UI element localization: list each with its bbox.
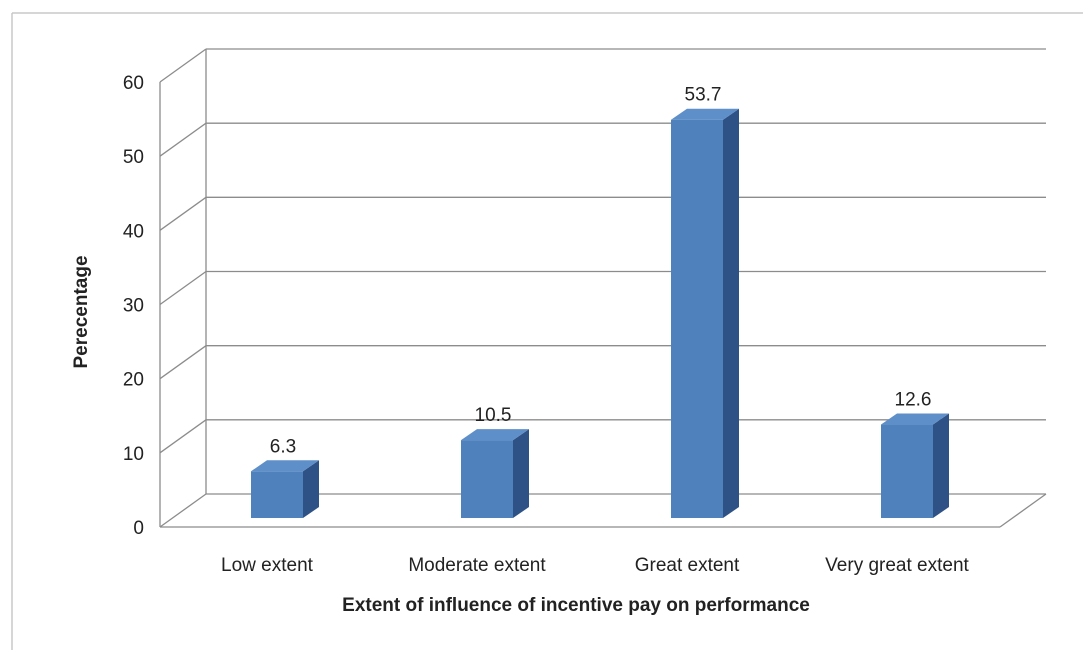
gridline-side-60 [159,48,207,83]
data-label-0: 6.3 [270,436,296,457]
bar-side-3 [933,413,949,518]
x-tick-labels: Low extent Moderate extent Great extent Ver… [221,555,969,576]
data-label-1: 10.5 [475,405,512,426]
gridline-side-50 [159,122,207,157]
bar-top-2 [671,108,739,120]
bar-3 [881,424,933,518]
bar-top-3 [881,413,949,425]
gridline-side-10 [159,419,207,454]
data-label-3: 12.6 [895,390,932,411]
bar-0 [251,471,303,518]
bar-top-1 [461,429,529,441]
x-tick-label-3: Very great extent [825,555,969,576]
y-tick-label: 40 [123,221,144,242]
y-tick-label: 50 [123,147,144,168]
y-tick-labels: 0 10 20 30 40 50 60 [123,73,144,539]
y-tick-label: 60 [123,73,144,94]
y-tick-label: 30 [123,296,144,317]
bar-top-0 [251,460,319,472]
x-axis-title: Extent of influence of incentive pay on … [342,595,810,616]
y-axis-title: Perecentage [71,255,92,368]
bar-2 [671,119,723,518]
x-tick-label-1: Moderate extent [408,555,546,576]
floor-right-edge [999,493,1047,528]
x-tick-label-2: Great extent [635,555,740,576]
bar-1 [461,440,513,518]
bar-side-2 [723,108,739,518]
y-tick-label: 0 [133,518,144,539]
bar-side-0 [303,460,319,518]
data-labels: 6.3 10.5 53.7 12.6 [270,85,932,458]
gridline-side-0 [159,493,207,528]
gridline-side-30 [159,270,207,306]
gridline-side-40 [159,196,207,231]
y-tick-label: 10 [123,444,144,465]
data-label-2: 53.7 [685,85,722,106]
gridline-side-20 [159,345,207,380]
grid-layer [159,48,1047,528]
x-tick-label-0: Low extent [221,555,314,576]
y-tick-label: 20 [123,370,144,391]
bars [251,108,949,518]
bar-side-1 [513,429,529,518]
